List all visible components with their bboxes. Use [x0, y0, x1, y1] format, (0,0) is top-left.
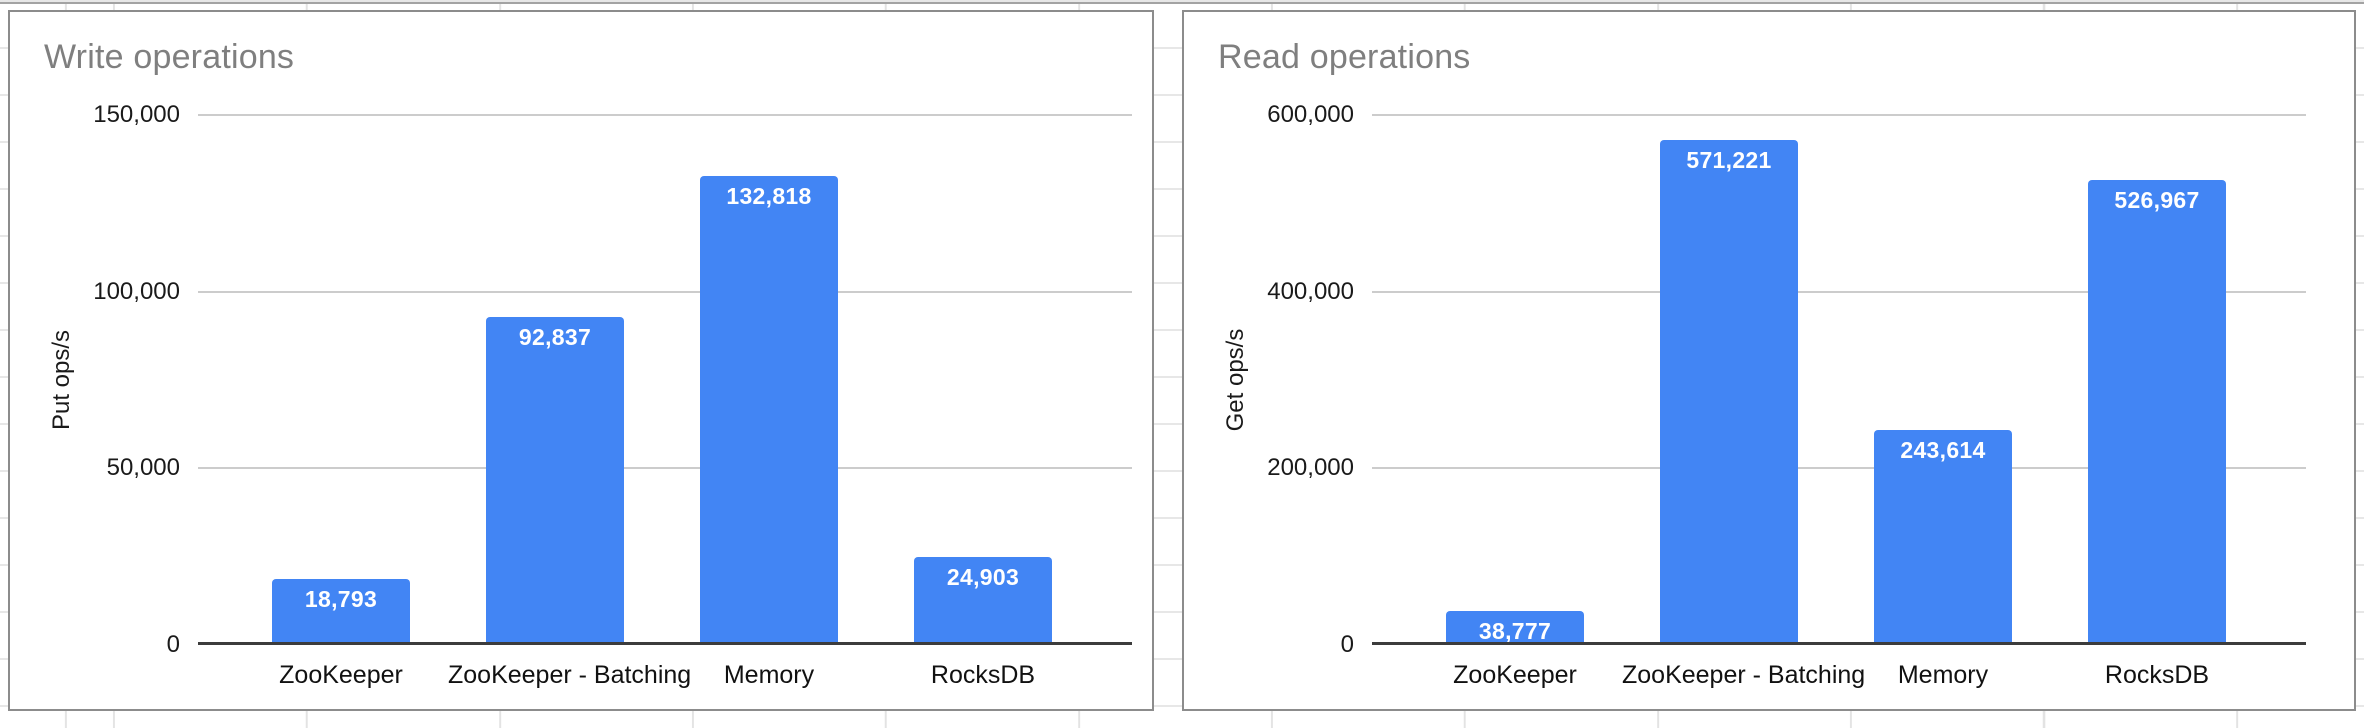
- bars-region: 38,777 ZooKeeper 571,221 ZooKeeper - Batchi…: [1408, 115, 2264, 689]
- bar-value-label: 526,967: [2114, 187, 2200, 213]
- gridline: [1372, 291, 2306, 293]
- y-tick-label: 50,000: [106, 454, 180, 481]
- y-tick-label: 100,000: [93, 278, 180, 305]
- bars-region: 18,793 ZooKeeper 92,837 ZooKeeper - Batchin…: [234, 115, 1090, 689]
- gridline: [1372, 467, 2306, 469]
- x-category-label: RocksDB: [2104, 661, 2210, 689]
- gridline: [1372, 114, 2306, 116]
- write-operations-plot-area: 0 50,000 100,000 150,000 18,793 ZooKeeper 92,8…: [93, 101, 1132, 689]
- bar-value-label: 18,793: [304, 586, 378, 612]
- sheet-gridline: [0, 2, 2364, 4]
- y-tick-label: 150,000: [93, 101, 180, 128]
- bar-zookeeper-batching: 92,837: [486, 317, 624, 645]
- gridline: [198, 114, 1132, 116]
- x-category-label: ZooKeeper: [1453, 661, 1577, 689]
- bar-value-label: 92,837: [518, 324, 592, 350]
- bar-memory: 132,818: [700, 176, 838, 645]
- y-tick-label: 0: [166, 631, 180, 658]
- y-axis-title: Put ops/s: [48, 329, 75, 431]
- x-category-label: ZooKeeper - Batching: [448, 661, 692, 689]
- y-tick-label: 200,000: [1267, 454, 1354, 481]
- y-axis-title: Get ops/s: [1222, 328, 1249, 432]
- x-category-label: RocksDB: [930, 661, 1036, 689]
- bar-zookeeper-batching: 571,221: [1660, 140, 1798, 645]
- bar-value-label: 38,777: [1478, 618, 1552, 644]
- bar-rocksdb: 24,903: [914, 557, 1052, 645]
- x-category-label: Memory: [1897, 661, 1989, 689]
- bar-zookeeper: 18,793: [272, 579, 410, 645]
- x-category-label: ZooKeeper - Batching: [1622, 661, 1866, 689]
- x-axis-baseline: [198, 642, 1132, 645]
- read-operations-chart-card: Read operations Get ops/s 0 200,000 400,00…: [1182, 10, 2356, 711]
- y-tick-label: 600,000: [1267, 101, 1354, 128]
- bar-value-label: 571,221: [1686, 147, 1772, 173]
- x-category-label: Memory: [723, 661, 815, 689]
- write-operations-chart-card: Write operations Put ops/s 0 50,000 100,00…: [8, 10, 1154, 711]
- bar-value-label: 132,818: [726, 183, 812, 209]
- chart-title: Write operations: [44, 38, 295, 76]
- y-tick-label: 400,000: [1267, 278, 1354, 305]
- bar-rocksdb: 526,967: [2088, 180, 2226, 645]
- bar-memory: 243,614: [1874, 430, 2012, 645]
- bar-value-label: 24,903: [946, 564, 1020, 590]
- read-operations-plot-area: 0 200,000 400,000 600,000 38,777 ZooKeeper 571…: [1267, 101, 2306, 689]
- y-tick-label: 0: [1340, 631, 1354, 658]
- bar-value-label: 243,614: [1900, 437, 1986, 463]
- x-axis-baseline: [1372, 642, 2306, 645]
- gridline: [198, 467, 1132, 469]
- gridline: [198, 291, 1132, 293]
- x-category-label: ZooKeeper: [279, 661, 403, 689]
- bar-zookeeper: 38,777: [1446, 611, 1584, 645]
- chart-title: Read operations: [1218, 38, 1471, 76]
